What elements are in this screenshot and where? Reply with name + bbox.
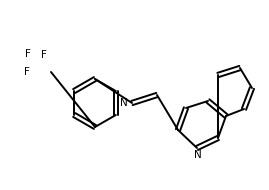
Text: F: F (41, 50, 47, 60)
Text: N: N (194, 150, 202, 160)
Text: N: N (120, 98, 128, 108)
Text: F: F (25, 49, 31, 59)
Text: F: F (24, 67, 30, 77)
